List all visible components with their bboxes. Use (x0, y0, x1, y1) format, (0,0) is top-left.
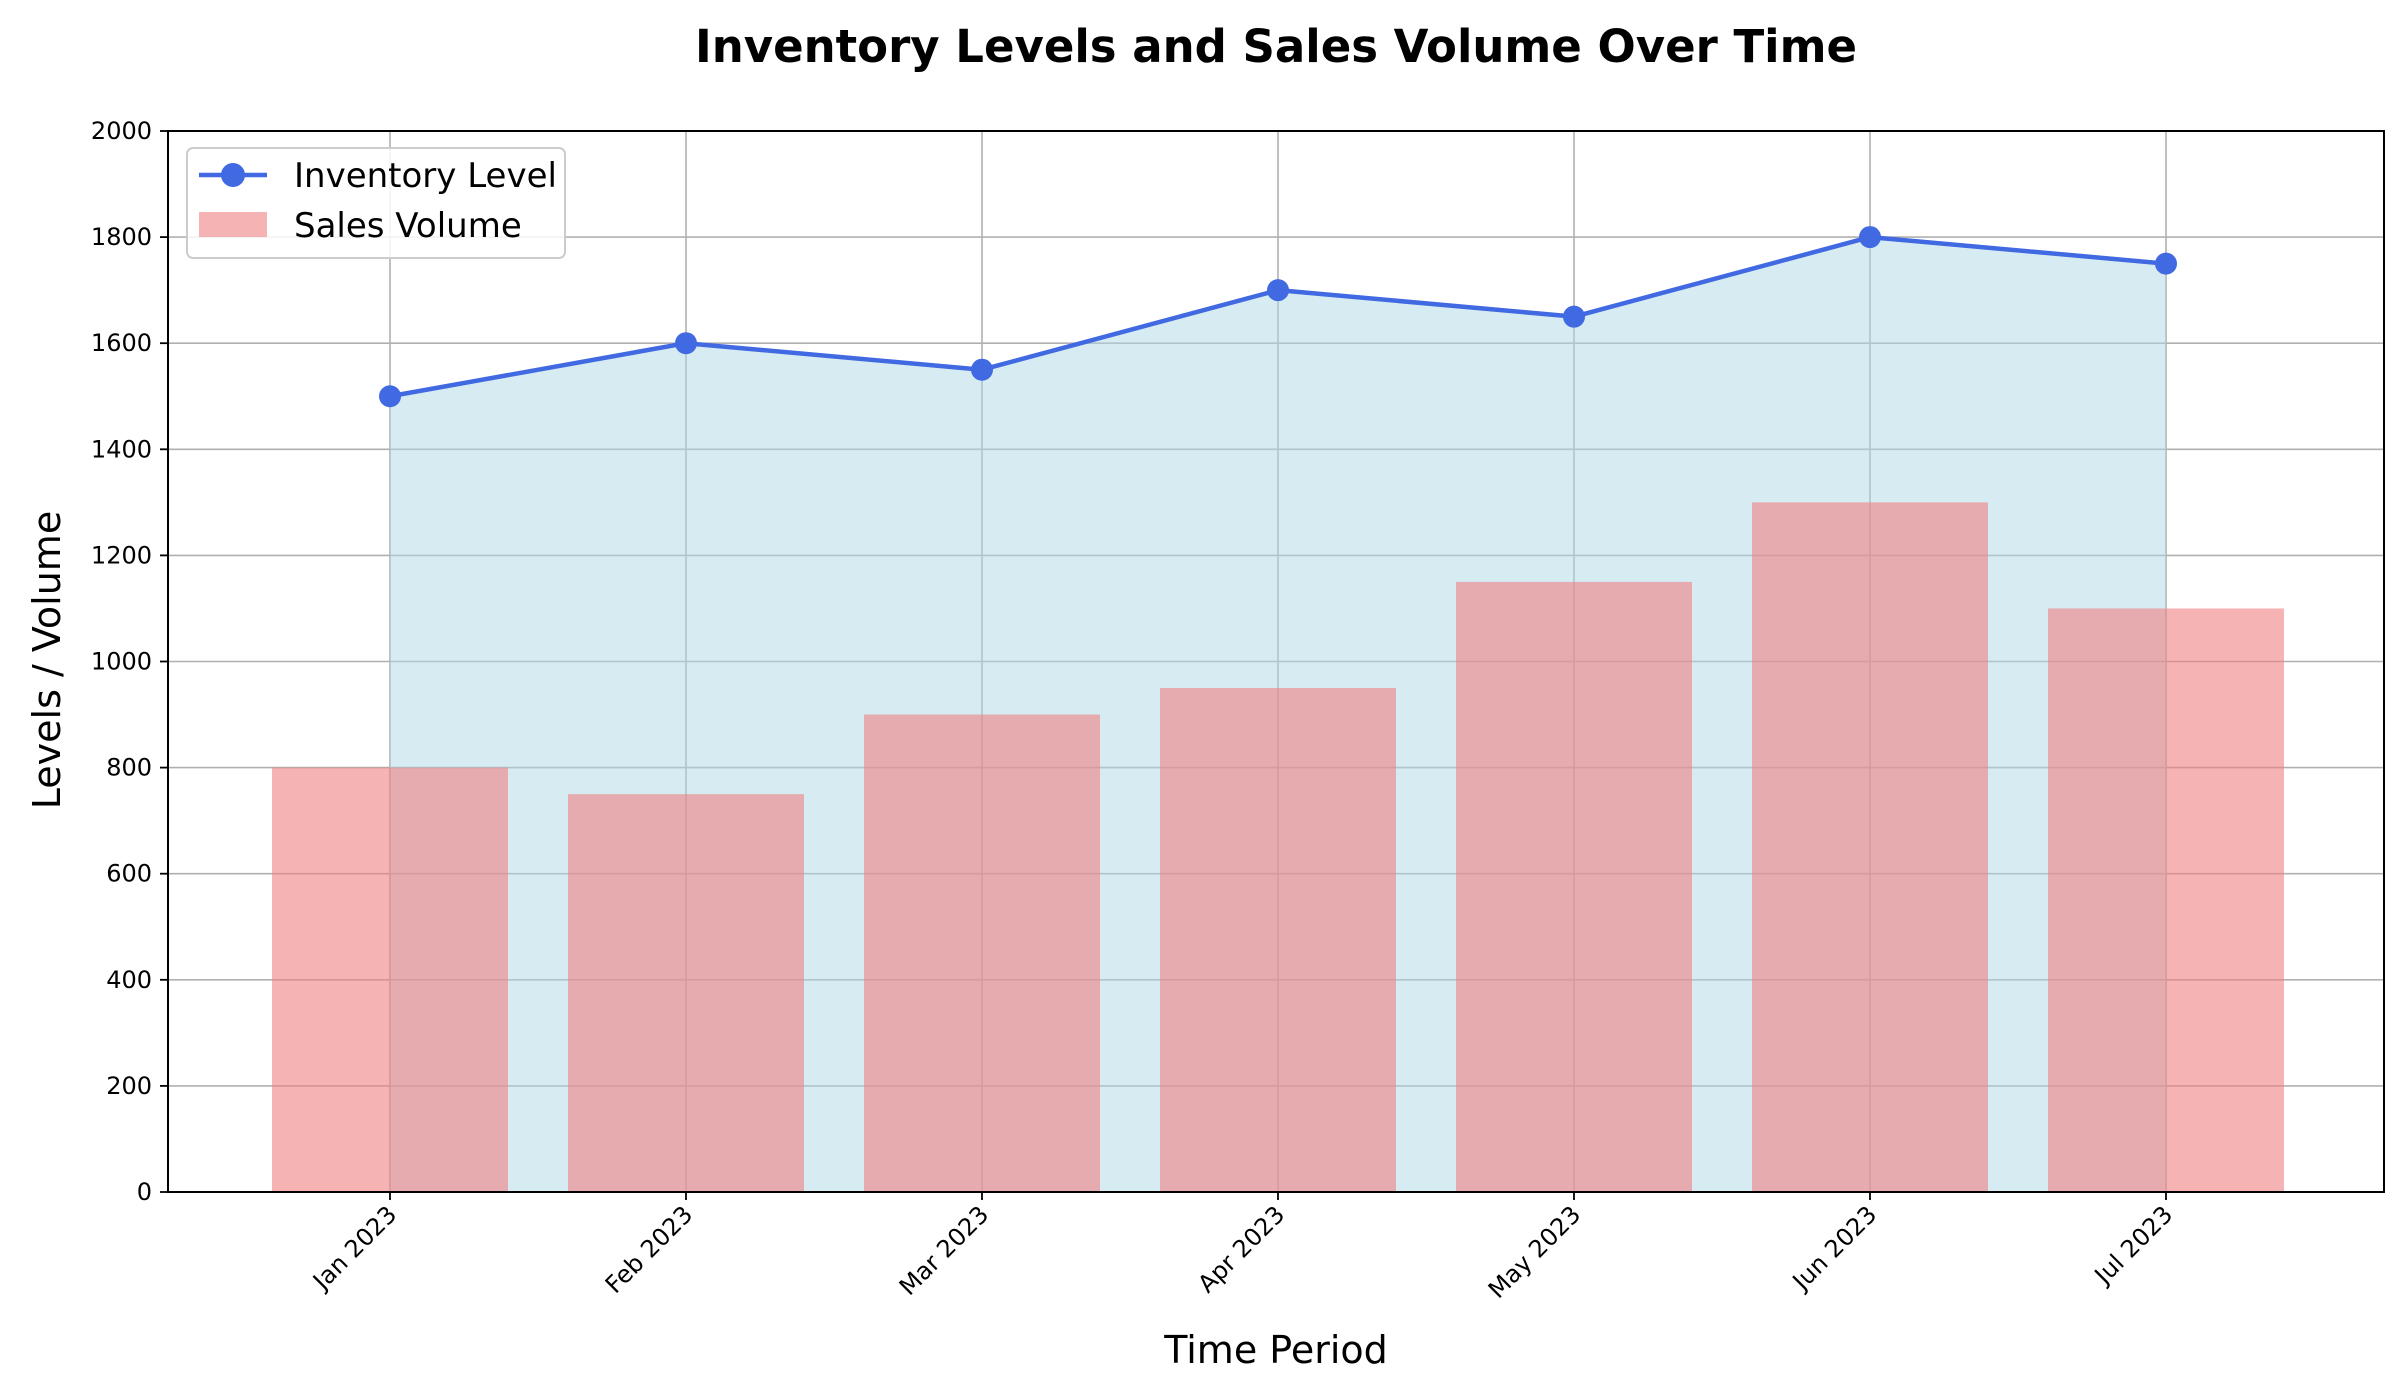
y-tick-label: 1000 (91, 648, 152, 676)
y-tick-label: 2000 (91, 117, 152, 145)
x-tick-label: Apr 2023 (1192, 1200, 1290, 1298)
y-tick-label: 400 (106, 966, 152, 994)
x-tick-label: Mar 2023 (894, 1200, 994, 1300)
sales-bar-layer (272, 502, 2284, 1193)
y-tick-label: 1600 (91, 329, 152, 357)
sales-bar (1752, 502, 1988, 1193)
legend-sales-swatch (199, 212, 267, 237)
inventory-marker (675, 332, 697, 355)
inventory-line-layer (379, 226, 2177, 408)
sales-bar (568, 794, 804, 1192)
x-tick-label: May 2023 (1483, 1200, 1586, 1303)
y-tick-label: 1200 (91, 541, 152, 569)
inventory-marker (1563, 305, 1585, 328)
y-tick-label: 200 (106, 1072, 152, 1100)
x-axis-label: Time Period (1163, 1328, 1388, 1372)
legend-inventory-marker-swatch (221, 163, 245, 187)
y-tick-label: 1800 (91, 223, 152, 251)
legend-inventory-label: Inventory Level (294, 156, 557, 196)
sales-bar (1160, 688, 1396, 1192)
x-tick-label: Jun 2023 (1786, 1200, 1882, 1296)
x-tick-label: Jan 2023 (306, 1200, 402, 1296)
sales-bar (2048, 608, 2284, 1192)
legend-sales-label: Sales Volume (294, 206, 522, 246)
sales-bar (864, 714, 1100, 1192)
legend: Inventory Level Sales Volume (186, 147, 566, 259)
inventory-marker (2155, 252, 2177, 275)
y-tick-label: 0 (137, 1178, 152, 1206)
x-tick-label: Feb 2023 (600, 1200, 698, 1298)
sales-bar (1456, 581, 1692, 1192)
inventory-marker (379, 385, 401, 408)
y-axis-label: Levels / Volume (25, 511, 69, 809)
inventory-marker (1859, 226, 1881, 249)
sales-bar (272, 767, 508, 1192)
inventory-marker (1267, 279, 1289, 302)
inventory-marker (971, 358, 993, 381)
legend-frame (186, 147, 566, 259)
y-tick-label: 800 (106, 754, 152, 782)
y-tick-label: 1400 (91, 435, 152, 463)
x-tick-label: Jul 2023 (2088, 1200, 2178, 1290)
chart-title: Inventory Levels and Sales Volume Over T… (695, 20, 1857, 73)
y-tick-label: 600 (106, 860, 152, 888)
